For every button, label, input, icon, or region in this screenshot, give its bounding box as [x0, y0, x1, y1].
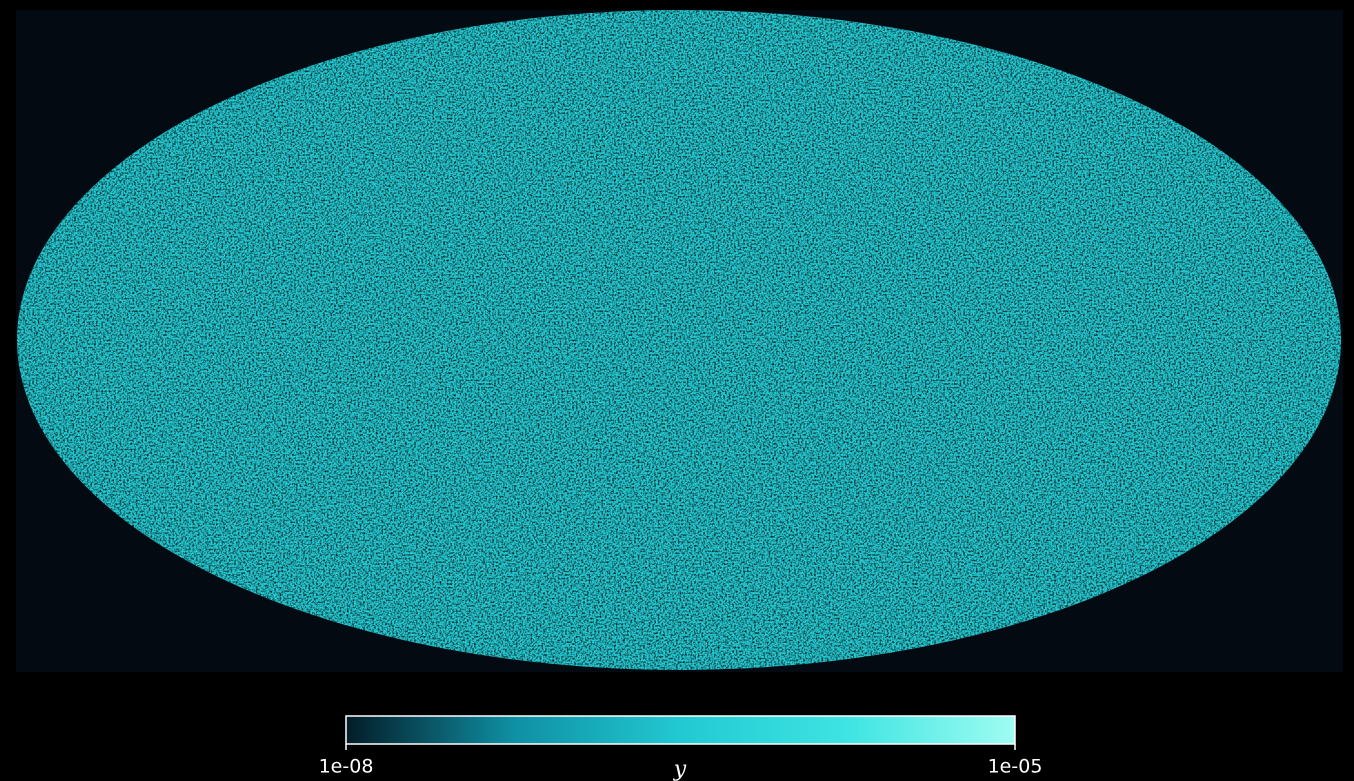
map-speckle [16, 10, 1343, 672]
sky-map [16, 10, 1343, 672]
chart: y 1e-08 1e-05 [0, 0, 1354, 781]
colorbar-tick-label: 1e-08 [319, 756, 374, 778]
colorbar-tick-label: 1e-05 [988, 756, 1043, 778]
colorbar [346, 716, 1015, 744]
page: y 1e-081e-05 (() => { const data = JSON.… [0, 0, 1354, 781]
colorbar-label: y [673, 757, 687, 781]
